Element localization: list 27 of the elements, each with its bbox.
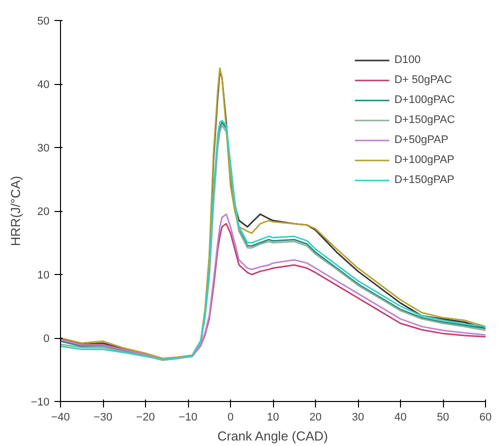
x-tick-label: 10 — [266, 412, 280, 424]
x-tick-label: 30 — [352, 412, 364, 424]
legend-label: D+50gPAP — [394, 133, 448, 147]
y-tick-label: 30 — [37, 142, 50, 154]
y-tick-label: 10 — [37, 270, 50, 282]
x-tick-label: 0 — [227, 412, 234, 424]
x-tick-label: 60 — [479, 412, 492, 424]
legend-label: D+ 50gPAC — [394, 73, 452, 87]
y-axis-title: HRR(J/°CA) — [8, 176, 23, 246]
legend-label: D+100gPAC — [394, 93, 455, 107]
y-tick-label: 20 — [37, 206, 50, 218]
y-tick-label: 50 — [37, 16, 50, 28]
x-tick-label: 50 — [436, 412, 450, 424]
x-tick-label: 40 — [394, 412, 407, 424]
y-tick-label: 40 — [37, 79, 50, 91]
y-tick-label: 0 — [43, 333, 50, 345]
x-tick-label: −30 — [94, 412, 112, 424]
legend-label: D+150gPAP — [394, 173, 454, 187]
legend-label: D+100gPAP — [394, 153, 454, 167]
x-tick-label: 20 — [309, 412, 322, 424]
x-axis-title: Crank Angle (CAD) — [217, 428, 328, 444]
x-tick-label: −20 — [136, 412, 155, 424]
legend-label: D100 — [394, 53, 421, 67]
x-tick-label: −10 — [178, 412, 198, 424]
y-tick-label: −10 — [30, 396, 50, 408]
legend-label: D+150gPAC — [394, 113, 455, 127]
x-tick-label: −40 — [51, 412, 70, 424]
